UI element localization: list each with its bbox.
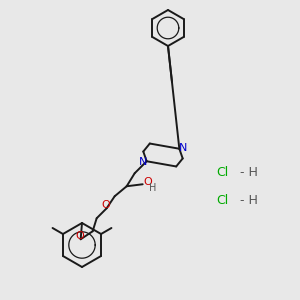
Text: Cl: Cl [216,166,228,178]
Text: O: O [143,177,152,187]
Text: H: H [149,183,156,193]
Text: - H: - H [236,166,258,178]
Text: N: N [179,143,188,153]
Text: O: O [75,231,84,241]
Text: Cl: Cl [216,194,228,206]
Text: N: N [139,157,147,167]
Text: - H: - H [236,194,258,206]
Text: O: O [101,200,110,210]
